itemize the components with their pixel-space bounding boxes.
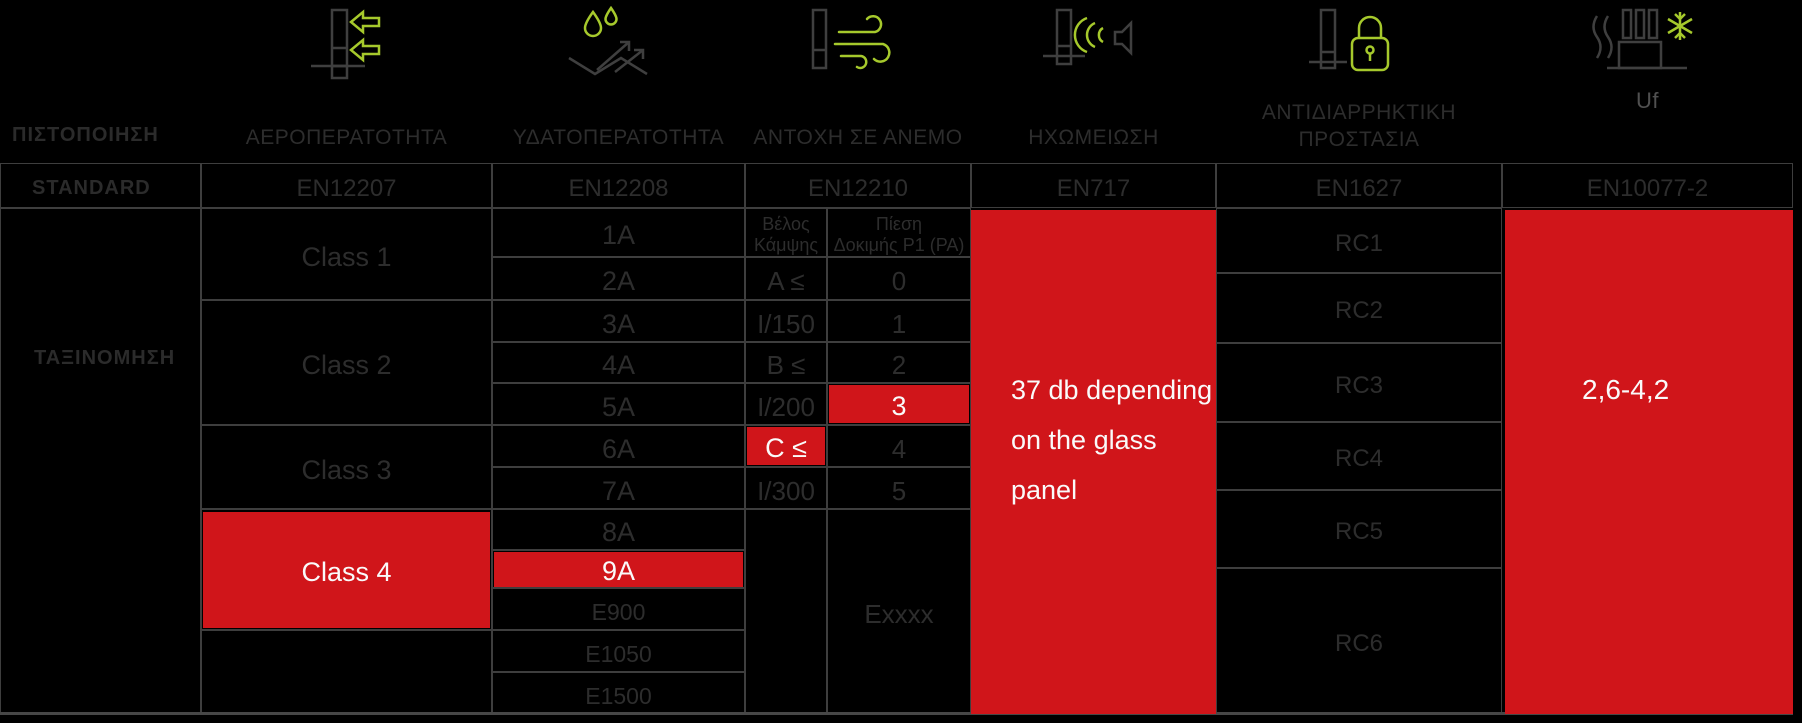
air-empty-cell <box>201 630 492 714</box>
sound-value-highlight <box>971 210 1216 714</box>
wind-pressure-header-line2: Δοκιμής P1 (PA) <box>833 234 965 255</box>
column-label-uf: Uf <box>1636 88 1659 113</box>
standard-wind: EN12210 <box>745 163 971 208</box>
column-label-security: ΑΝΤΙΔΙΑΡΡΗΚΤΙΚΗ ΠΡΟΣΤΑΣΙΑ <box>1216 99 1502 153</box>
water-e1050-cell: E1050 <box>492 630 745 672</box>
uf-value-text: 2,6-4,2 <box>1582 374 1670 405</box>
water-tightness-icon <box>568 6 648 76</box>
air-class-1-cell: Class 1 <box>201 208 492 300</box>
standard-row-label: STANDARD <box>0 163 201 208</box>
wind-pressure-header: Πίεση Δοκιμής P1 (PA) <box>827 208 971 257</box>
wind-deflection-a-cell: A ≤ <box>745 257 827 300</box>
wind-pressure-2-cell: 2 <box>827 342 971 383</box>
water-2a-cell: 2A <box>492 257 745 300</box>
water-e900-cell: E900 <box>492 588 745 630</box>
wind-deflection-header: Βέλος Κάμψης <box>745 208 827 257</box>
water-e1500-cell: E1500 <box>492 672 745 714</box>
air-class-3-cell: Class 3 <box>201 425 492 509</box>
classification-row-label: ΤΑΞΙΝΟΜΗΣΗ <box>34 347 176 369</box>
security-rc1-cell: RC1 <box>1216 208 1502 273</box>
wind-deflection-l300-cell: I/300 <box>745 467 827 509</box>
standard-security: EN1627 <box>1216 163 1502 208</box>
sound-value-text: 37 db depending on the glass panel <box>1011 365 1212 515</box>
security-rc5-cell: RC5 <box>1216 490 1502 568</box>
table-bottom-border <box>0 712 1793 715</box>
certification-row-label: ΠΙΣΤΟΠΟΙΗΣΗ <box>12 124 159 146</box>
air-class-4-highlight: Class 4 <box>203 512 490 628</box>
wind-deflection-empty-cell <box>745 509 827 714</box>
wind-pressure-header-line1: Πίεση <box>875 213 923 234</box>
wind-pressure-exxxx-cell: Exxxx <box>827 509 971 714</box>
security-rc2-cell: RC2 <box>1216 273 1502 343</box>
standard-air: EN12207 <box>201 163 492 208</box>
sound-value-line3: panel <box>1011 475 1078 505</box>
column-label-security-line2: ΠΡΟΣΤΑΣΙΑ <box>1298 128 1420 151</box>
security-rc3-cell: RC3 <box>1216 343 1502 422</box>
burglar-protection-icon <box>1309 8 1390 72</box>
wind-deflection-c-highlight: C ≤ <box>747 427 825 465</box>
wind-pressure-1-cell: 1 <box>827 300 971 342</box>
air-permeability-icon <box>311 8 381 80</box>
thermal-insulation-icon <box>1592 8 1693 70</box>
water-6a-cell: 6A <box>492 425 745 467</box>
standard-uf: EN10077-2 <box>1502 163 1793 208</box>
sound-reduction-icon <box>1043 8 1133 66</box>
sound-value-line1: 37 db depending <box>1011 375 1213 405</box>
column-label-sound: ΗΧΩΜΕΙΩΣΗ <box>1028 126 1159 149</box>
wind-pressure-3-highlight: 3 <box>829 385 969 423</box>
water-1a-cell: 1A <box>492 208 745 257</box>
water-4a-cell: 4A <box>492 342 745 383</box>
wind-deflection-header-line1: Βέλος <box>762 213 810 234</box>
water-5a-cell: 5A <box>492 383 745 425</box>
uf-value-highlight <box>1505 210 1793 714</box>
wind-deflection-b-cell: B ≤ <box>745 342 827 383</box>
wind-pressure-4-cell: 4 <box>827 425 971 467</box>
wind-pressure-0-cell: 0 <box>827 257 971 300</box>
column-label-security-line1: ΑΝΤΙΔΙΑΡΡΗΚΤΙΚΗ <box>1261 101 1457 124</box>
air-class-2-cell: Class 2 <box>201 300 492 425</box>
wind-pressure-5-cell: 5 <box>827 467 971 509</box>
column-label-water: ΥΔΑΤΟΠΕΡΑΤΟΤΗΤΑ <box>512 126 725 149</box>
wind-deflection-header-line2: Κάμψης <box>753 234 819 255</box>
classification-row-body <box>0 208 201 714</box>
water-8a-cell: 8A <box>492 509 745 550</box>
sound-value-line2: on the glass <box>1011 425 1157 455</box>
water-7a-cell: 7A <box>492 467 745 509</box>
security-rc6-cell: RC6 <box>1216 568 1502 714</box>
water-3a-cell: 3A <box>492 300 745 342</box>
wind-deflection-l150-cell: I/150 <box>745 300 827 342</box>
wind-resistance-icon <box>811 8 891 70</box>
column-label-wind: ΑΝΤΟΧΗ ΣΕ ΑΝΕΜΟ <box>753 126 963 149</box>
water-9a-highlight: 9A <box>494 552 743 587</box>
standard-sound: EN717 <box>971 163 1216 208</box>
security-rc4-cell: RC4 <box>1216 422 1502 490</box>
column-label-air: ΑΕΡΟΠΕΡΑΤΟΤΗΤΑ <box>245 126 448 149</box>
standard-water: EN12208 <box>492 163 745 208</box>
wind-deflection-l200-cell: I/200 <box>745 383 827 425</box>
